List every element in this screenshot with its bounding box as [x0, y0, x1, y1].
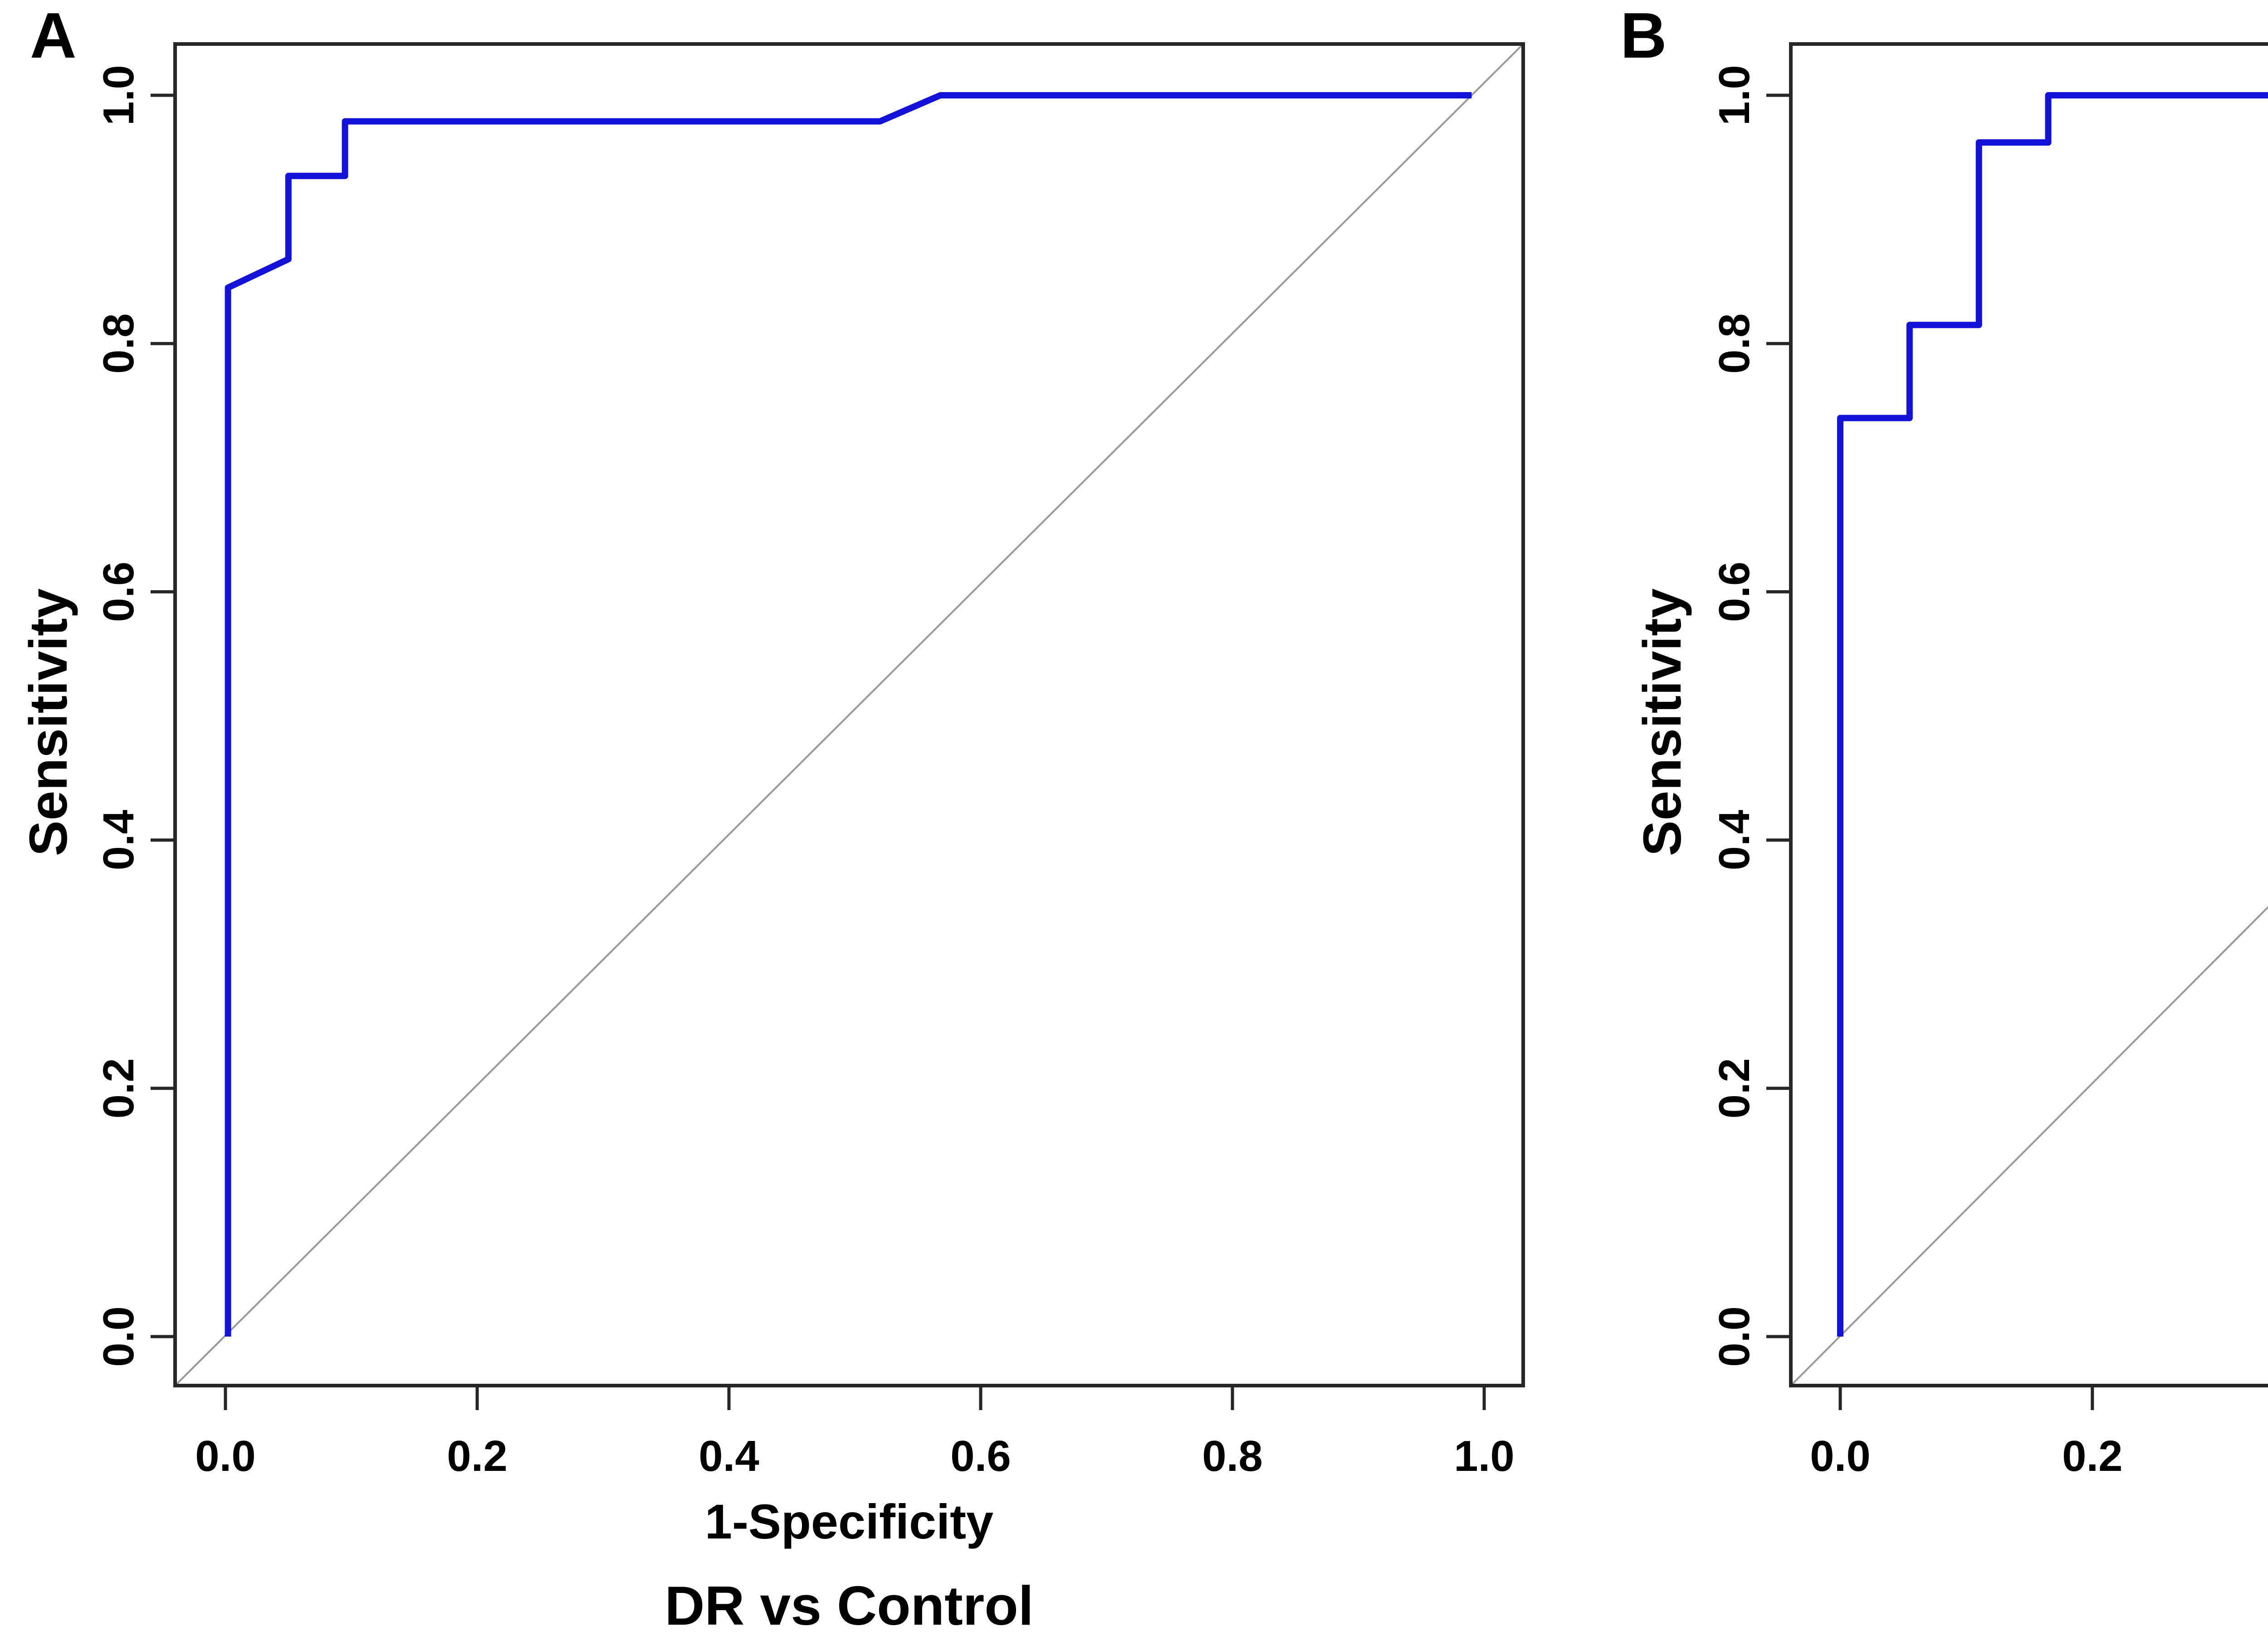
panel-a-xaxis-label: 1-Specificity: [704, 1494, 994, 1549]
panel-a-x-tick-label: 0.8: [1202, 1432, 1262, 1480]
panel-a-x-tick-label: 0.0: [195, 1432, 255, 1480]
panel-a-y-tick-label: 0.2: [94, 1058, 143, 1118]
panel-a-chance-diagonal-line: [174, 43, 1524, 1386]
panel-a-y-tick-label: 0.4: [94, 810, 143, 870]
panel-b-x-tick-label: 0.0: [1810, 1432, 1870, 1480]
panel-b-y-tick-label: 0.8: [1710, 313, 1759, 373]
panel-a-x-tick-label: 0.2: [447, 1432, 507, 1480]
panel-b-title: PDR vs NPDR: [1791, 1578, 2268, 1633]
panel-b-y-tick-label: 0.2: [1710, 1058, 1759, 1118]
panel-a-plot-box: [173, 42, 1525, 1387]
panel-b-y-tick-label: 0.4: [1710, 810, 1759, 870]
panel-b-y-tick-label: 0.6: [1710, 562, 1759, 622]
panel-b-y-tick-label: 0.0: [1710, 1306, 1759, 1367]
panel-a-y-tick-label: 0.8: [94, 313, 143, 373]
panel-b-x-tick-label: 0.2: [2062, 1432, 2122, 1480]
panel-a-x-tick-label: 0.6: [950, 1432, 1011, 1480]
panel-a-yaxis-label: Sensitivity: [19, 588, 78, 857]
panel-b-letter: B: [1620, 0, 1667, 72]
panel-a-letter: A: [30, 0, 77, 72]
panel-b-yaxis-label: Sensitivity: [1633, 588, 1692, 857]
panel-a-y-tick-label: 0.0: [94, 1306, 143, 1367]
panel-a-x-tick-label: 1.0: [1454, 1432, 1514, 1480]
panel-b-y-tick-label: 1.0: [1710, 65, 1759, 125]
panel-a-title: DR vs Control: [665, 1575, 1034, 1636]
panel-b-roc-curve: [1837, 92, 2268, 1337]
panel-b-chance-diagonal-line: [1790, 906, 2268, 1386]
panel-a-y-tick-label: 1.0: [94, 65, 143, 125]
panel-b-plot-box: [1789, 42, 2268, 1387]
panel-a-x-tick-label: 0.4: [699, 1432, 759, 1480]
panel-b-xaxis-label: 1-Specificity: [1791, 1497, 2268, 1546]
panel-a-roc-curve: [225, 92, 1472, 1337]
panel-a-y-tick-label: 0.6: [94, 562, 143, 622]
